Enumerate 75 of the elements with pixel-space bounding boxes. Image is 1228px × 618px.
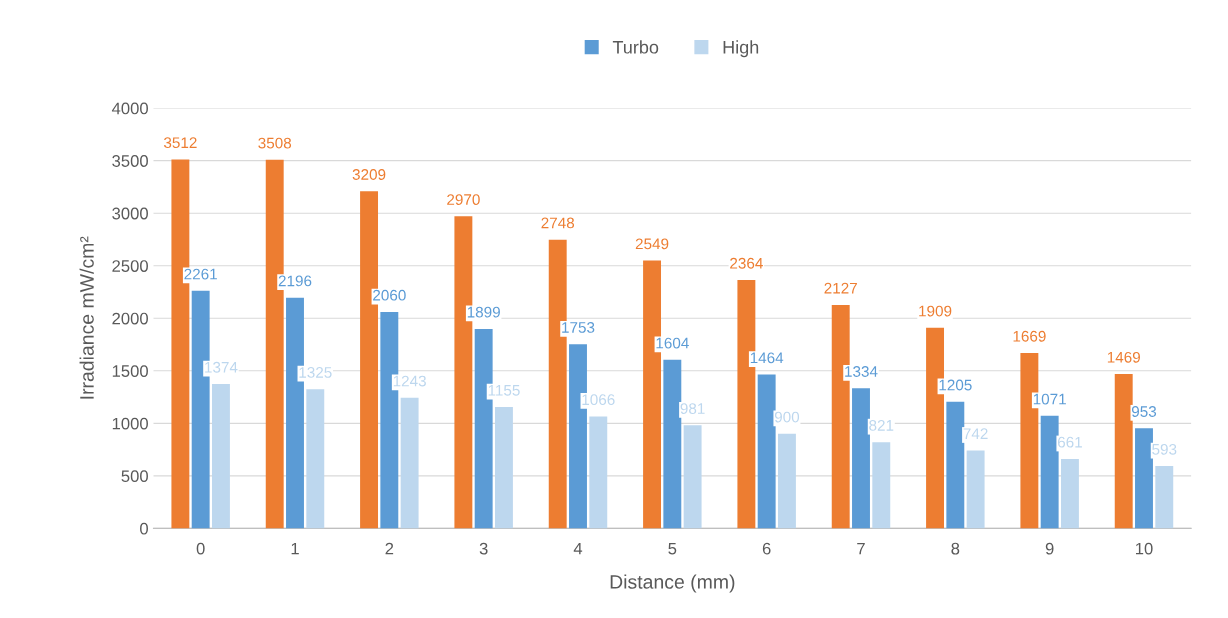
bar	[757, 374, 776, 529]
bar	[966, 450, 985, 529]
bar	[211, 384, 230, 529]
bar	[494, 407, 513, 529]
data-label: 1899	[467, 306, 500, 318]
x-tick-label: 7	[857, 542, 865, 555]
y-tick-label: 1500	[112, 365, 148, 377]
data-label: 953	[1131, 406, 1157, 417]
x-tick-label: 4	[573, 542, 583, 555]
y-tick-label: 1000	[112, 417, 148, 430]
data-label: 2748	[541, 217, 575, 229]
bar	[400, 397, 419, 529]
data-label: 2970	[447, 194, 480, 206]
y-tick-label: 2000	[112, 312, 148, 325]
data-label: 1753	[562, 322, 595, 333]
data-label: 1334	[845, 366, 878, 377]
x-tick-label: 9	[1045, 542, 1054, 555]
data-label: 661	[1057, 436, 1082, 448]
data-label: 1669	[1013, 330, 1046, 342]
bar	[1155, 466, 1174, 529]
legend-label: High	[723, 40, 759, 58]
x-tick-label: 6	[762, 542, 771, 555]
data-label: 2196	[278, 275, 312, 287]
bar	[1040, 415, 1059, 529]
data-label: 3209	[352, 169, 386, 180]
data-label: 2261	[184, 268, 217, 280]
data-label: 2060	[373, 289, 406, 301]
data-label: 2549	[635, 238, 669, 250]
x-axis-title: Distance (mm)	[610, 574, 735, 593]
data-label: 1243	[393, 375, 426, 387]
data-label: 1066	[582, 394, 615, 406]
data-label: 1205	[939, 379, 972, 391]
data-label: 742	[963, 428, 988, 439]
data-label: 900	[774, 411, 800, 423]
y-tick-label: 3000	[112, 207, 148, 220]
bar	[872, 442, 891, 529]
data-label: 2127	[824, 282, 857, 294]
bar	[777, 433, 796, 529]
y-tick-label: 3500	[112, 155, 148, 167]
data-label: 2364	[730, 257, 763, 269]
data-label: 821	[869, 419, 894, 431]
bar	[946, 401, 965, 529]
data-label: 1374	[205, 361, 238, 373]
x-tick-label: 1	[291, 542, 299, 555]
x-tick-label: 8	[951, 542, 960, 555]
bar	[852, 388, 870, 529]
data-label: 1071	[1033, 393, 1066, 405]
x-tick-label: 10	[1136, 542, 1153, 555]
bar	[1060, 458, 1079, 529]
bar	[1114, 374, 1133, 529]
y-tick-label: 500	[121, 470, 148, 483]
y-axis-title: Irradiance mW/cm²	[79, 236, 94, 399]
x-tick-label: 2	[385, 542, 394, 555]
bar	[683, 425, 702, 529]
data-label: 3508	[258, 137, 292, 149]
y-tick-label: 4000	[111, 102, 148, 115]
legend-label: Turbo	[612, 40, 659, 54]
y-tick-label: 0	[140, 522, 148, 535]
x-tick-label: 3	[479, 542, 488, 555]
data-label: 1155	[488, 385, 520, 396]
bar	[1135, 428, 1153, 529]
data-label: 1469	[1107, 351, 1140, 363]
data-label: 1325	[299, 367, 332, 378]
data-label: 593	[1152, 443, 1177, 455]
data-label: 981	[680, 403, 705, 414]
data-label: 1909	[919, 305, 952, 317]
data-label: 1604	[656, 337, 689, 349]
x-tick-label: 0	[196, 542, 205, 555]
data-label: 1464	[750, 352, 784, 364]
y-tick-label: 2500	[112, 260, 148, 272]
bar	[306, 389, 325, 529]
data-label: 3512	[163, 137, 197, 149]
x-tick-label: 5	[668, 542, 677, 555]
bar	[589, 416, 608, 529]
bar	[663, 359, 682, 529]
